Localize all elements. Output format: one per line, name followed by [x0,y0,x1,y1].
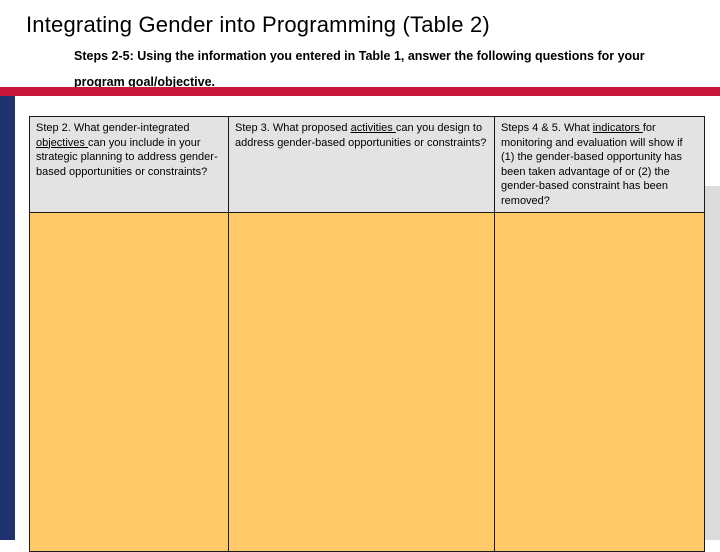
question-keyword: indicators [592,122,643,134]
side-accent-bar [0,96,15,540]
question-text: for monitoring and evaluation will show … [501,122,683,207]
question-text: Step 3. What proposed [235,122,351,134]
page-title: Integrating Gender into Programming (Tab… [26,12,490,37]
steps-4-5-question: Steps 4 & 5. What indicators for monitor… [494,116,705,213]
question-text: Steps 4 & 5. What [501,122,593,134]
question-text: can you design to address gender-based o… [235,122,487,149]
table-header-row: Step 2. What gender-integrated objective… [29,116,705,213]
question-keyword: activities [350,122,396,134]
steps-4-5-answer-cell[interactable] [494,212,705,552]
step-3-question: Step 3. What proposed activities can you… [228,116,495,213]
steps-table: Step 2. What gender-integrated objective… [29,116,705,552]
table-shadow [705,186,720,540]
question-text: can you include in your strategic planni… [36,136,218,178]
question-text: Step 2. What gender-integrated [36,122,190,134]
header-accent-bar [0,87,720,96]
step-2-answer-cell[interactable] [29,212,229,552]
table-answer-row [29,212,705,552]
step-2-question: Step 2. What gender-integrated objective… [29,116,229,213]
page-subtitle: Steps 2-5: Using the information you ent… [74,49,645,89]
question-keyword: objectives [36,136,88,149]
step-3-answer-cell[interactable] [228,212,495,552]
